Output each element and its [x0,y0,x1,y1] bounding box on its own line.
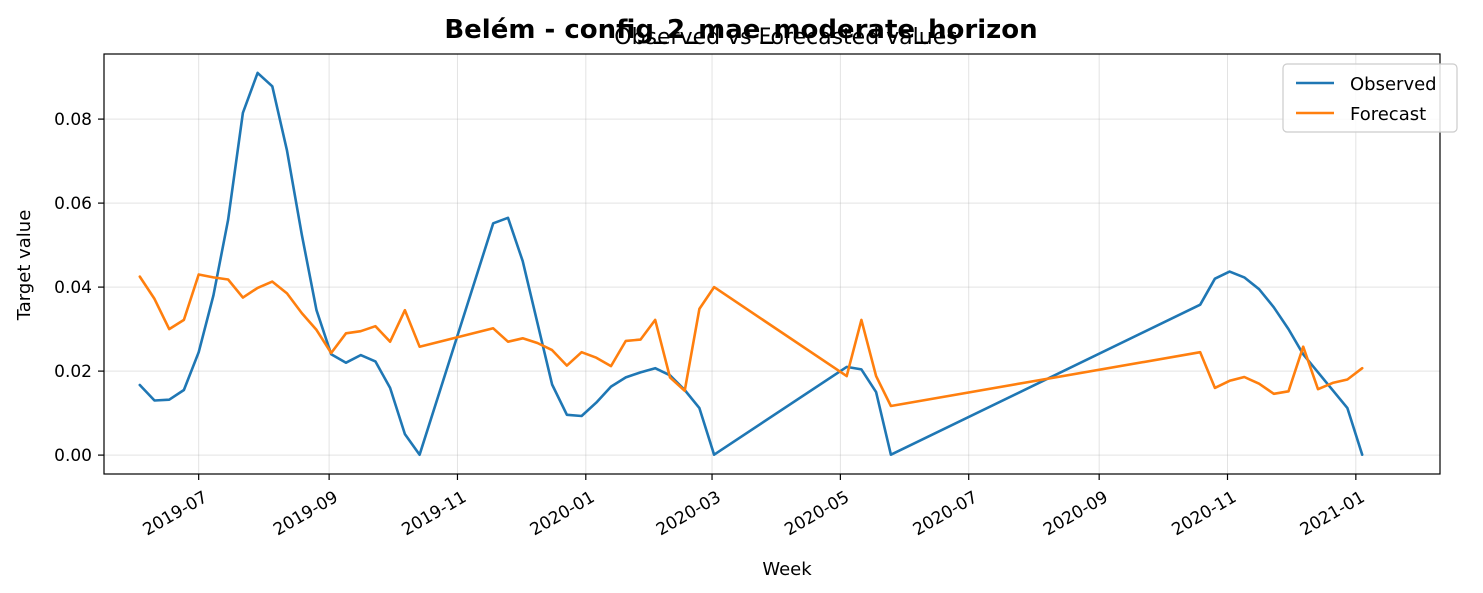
y-tick-label: 0.04 [54,278,92,298]
y-tick-label: 0.06 [54,194,92,214]
legend-label-observed: Observed [1350,74,1437,95]
plot-frame [103,53,1441,475]
y-axis-label: Target value [14,210,35,322]
plot-area: 2019-07 2019-09 2019-11 2020-01 2020-03 2020-… [54,53,1441,540]
y-tick-label: 0.08 [54,110,92,130]
y-axis-ticks: 0.00 0.02 0.04 0.06 0.08 [54,110,104,466]
figure-suptitle: Belém - config_2_mae_moderate_horizon [444,15,1037,45]
grid [104,54,1440,474]
legend-label-forecast: Forecast [1350,104,1426,125]
y-tick-label: 0.02 [54,362,92,382]
axes-title: Observed vs Forecasted values [614,25,957,50]
y-tick-label: 0.00 [54,446,92,466]
plot-background [104,54,1440,474]
series-line-forecast [138,273,1364,408]
legend-box [1282,63,1458,133]
x-axis-label: Week [762,559,812,580]
legend: Observed Forecast [1282,63,1458,133]
series-layer [138,71,1364,457]
series-line-observed [138,71,1364,457]
